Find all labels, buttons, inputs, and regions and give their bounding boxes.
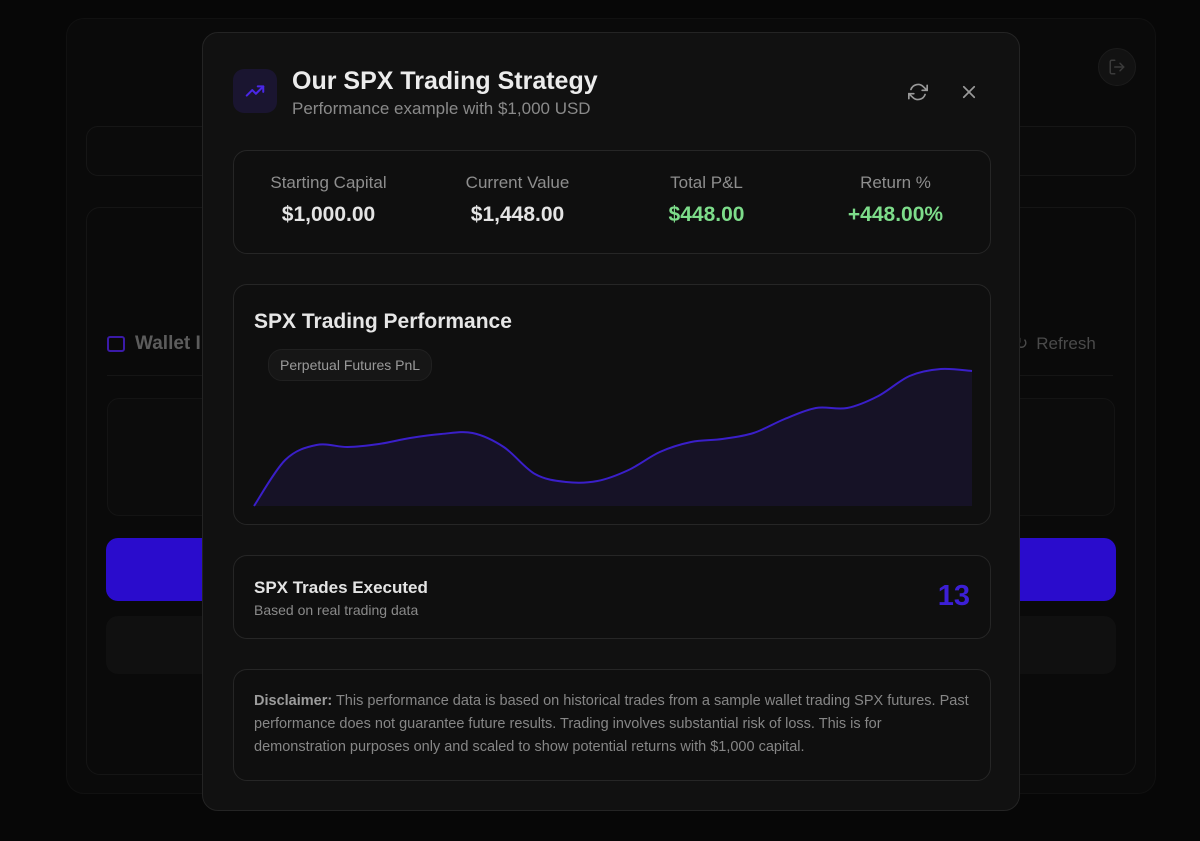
stat-label: Starting Capital [270, 173, 387, 192]
strategy-modal: Our SPX Trading Strategy Performance exa… [202, 32, 1020, 811]
disclaimer: Disclaimer: This performance data is bas… [233, 669, 991, 781]
chart-legend[interactable]: Perpetual Futures PnL [268, 349, 433, 381]
disclaimer-label: Disclaimer: [254, 693, 333, 709]
pnl-area [254, 368, 972, 506]
trending-up-icon [245, 85, 265, 97]
stat-return-percent: Return % +448.00% [801, 151, 990, 253]
background-refresh-label: Refresh [1036, 334, 1096, 353]
trades-executed-card: SPX Trades Executed Based on real tradin… [233, 555, 991, 639]
modal-title: Our SPX Trading Strategy [292, 67, 598, 95]
performance-chart [253, 367, 973, 507]
background-wallet-label: Wallet I [135, 333, 201, 354]
stats-panel: Starting Capital $1,000.00 Current Value… [233, 150, 991, 254]
wallet-icon [107, 336, 125, 352]
stat-label: Return % [860, 173, 931, 192]
pnl-line [253, 367, 973, 507]
trades-subtitle: Based on real trading data [254, 602, 419, 618]
refresh-icon [908, 83, 928, 101]
strategy-logo [233, 69, 277, 113]
stat-value: $1,000.00 [281, 203, 376, 226]
stat-label: Total P&L [670, 173, 743, 192]
logout-button[interactable] [1098, 48, 1136, 86]
stat-current-value: Current Value $1,448.00 [423, 151, 612, 253]
modal-subtitle: Performance example with $1,000 USD [292, 99, 591, 118]
stat-value: +448.00% [847, 203, 944, 226]
stat-total-pnl: Total P&L $448.00 [612, 151, 801, 253]
modal-header: Our SPX Trading Strategy Performance exa… [233, 67, 598, 119]
stat-label: Current Value [465, 173, 570, 192]
logout-icon [1109, 59, 1125, 75]
close-icon [962, 85, 976, 99]
trades-title: SPX Trades Executed [254, 578, 428, 597]
disclaimer-text: This performance data is based on histor… [254, 693, 969, 755]
close-button[interactable] [956, 79, 982, 105]
chart-title: SPX Trading Performance [254, 310, 512, 333]
trades-count: 13 [937, 580, 970, 612]
background-refresh-button[interactable]: ↻ Refresh [1014, 334, 1096, 354]
stat-value: $448.00 [668, 203, 745, 226]
stat-starting-capital: Starting Capital $1,000.00 [234, 151, 423, 253]
refresh-button[interactable] [905, 79, 931, 105]
background-wallet-heading: Wallet I [107, 333, 201, 355]
performance-chart-card: SPX Trading Performance Perpetual Future… [233, 284, 991, 525]
stat-value: $1,448.00 [470, 203, 565, 226]
